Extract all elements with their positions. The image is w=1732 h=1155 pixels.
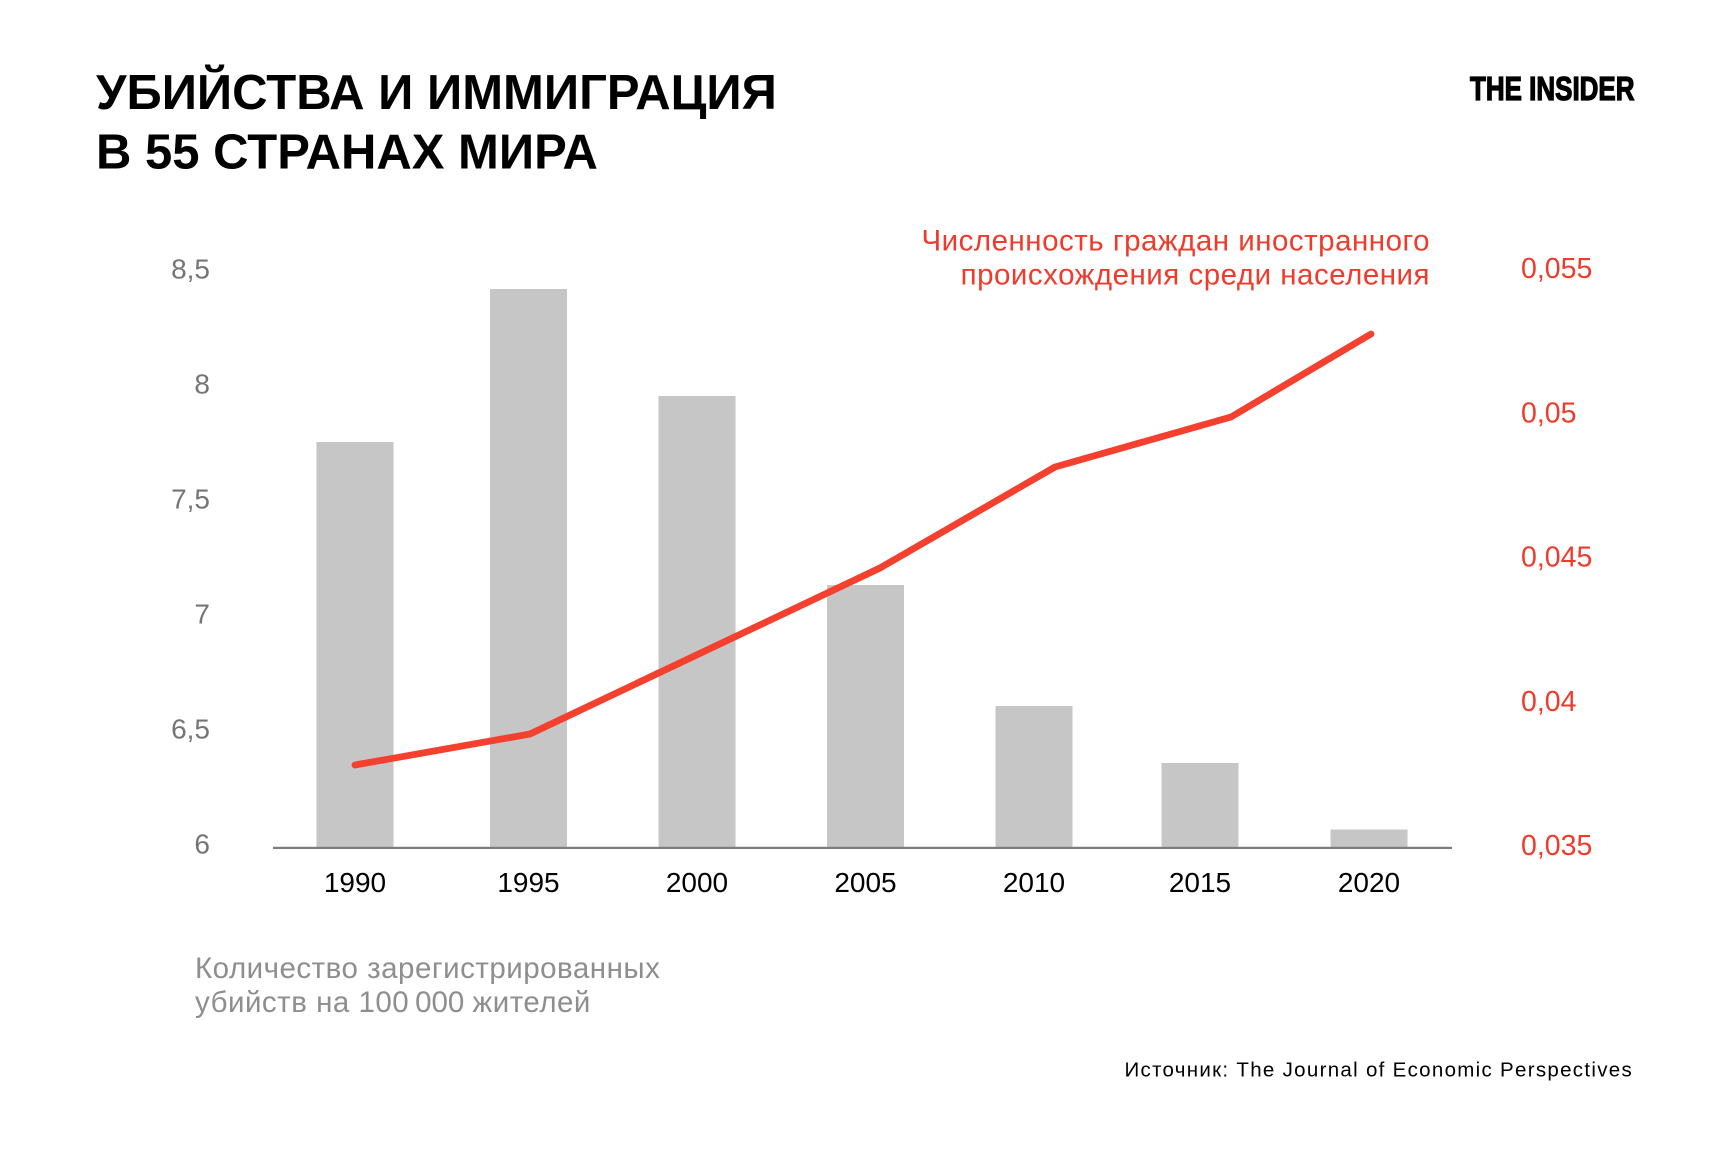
svg-text:THE INSIDER: THE INSIDER xyxy=(1470,71,1634,108)
svg-text:2000: 2000 xyxy=(666,867,728,898)
svg-text:0,045: 0,045 xyxy=(1521,542,1592,574)
svg-text:Источник: The Journal of Econo: Источник: The Journal of Economic Perspe… xyxy=(1125,1059,1634,1082)
svg-text:В 55 СТРАНАХ МИРА: В 55 СТРАНАХ МИРА xyxy=(96,126,598,180)
svg-text:2010: 2010 xyxy=(1003,867,1065,898)
svg-text:2005: 2005 xyxy=(834,867,896,898)
svg-text:6: 6 xyxy=(194,829,210,860)
svg-text:Количество зарегистрированных: Количество зарегистрированных xyxy=(195,952,660,985)
svg-text:8: 8 xyxy=(194,369,210,400)
svg-text:происхождения среди населения: происхождения среди населения xyxy=(961,259,1430,292)
svg-text:УБИЙСТВА И ИММИГРАЦИЯ: УБИЙСТВА И ИММИГРАЦИЯ xyxy=(96,65,777,120)
svg-text:1995: 1995 xyxy=(497,867,559,898)
svg-text:2020: 2020 xyxy=(1338,867,1400,898)
svg-text:0,04: 0,04 xyxy=(1521,686,1577,718)
svg-text:0,055: 0,055 xyxy=(1521,253,1592,285)
svg-text:8,5: 8,5 xyxy=(171,254,210,285)
svg-text:6,5: 6,5 xyxy=(171,714,210,745)
svg-text:Численность граждан иностранно: Численность граждан иностранного xyxy=(922,225,1431,258)
svg-text:7,5: 7,5 xyxy=(171,484,210,515)
svg-text:0,035: 0,035 xyxy=(1521,830,1592,862)
svg-text:2015: 2015 xyxy=(1169,867,1231,898)
svg-text:0,05: 0,05 xyxy=(1521,397,1576,429)
svg-text:7: 7 xyxy=(194,599,210,630)
svg-text:убийств на 100 000 жителей: убийств на 100 000 жителей xyxy=(195,986,591,1019)
svg-text:1990: 1990 xyxy=(324,867,386,898)
